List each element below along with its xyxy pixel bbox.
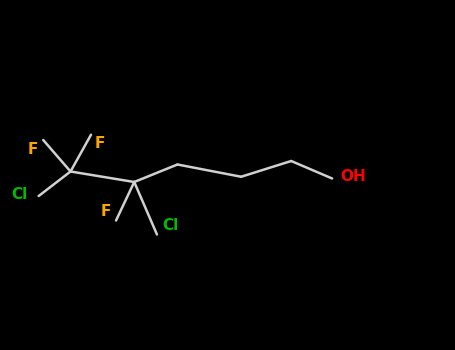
Text: OH: OH (340, 169, 366, 184)
Text: Cl: Cl (162, 218, 179, 233)
Text: F: F (27, 142, 38, 157)
Text: Cl: Cl (11, 187, 27, 202)
Text: F: F (101, 204, 111, 219)
Text: F: F (95, 136, 105, 152)
